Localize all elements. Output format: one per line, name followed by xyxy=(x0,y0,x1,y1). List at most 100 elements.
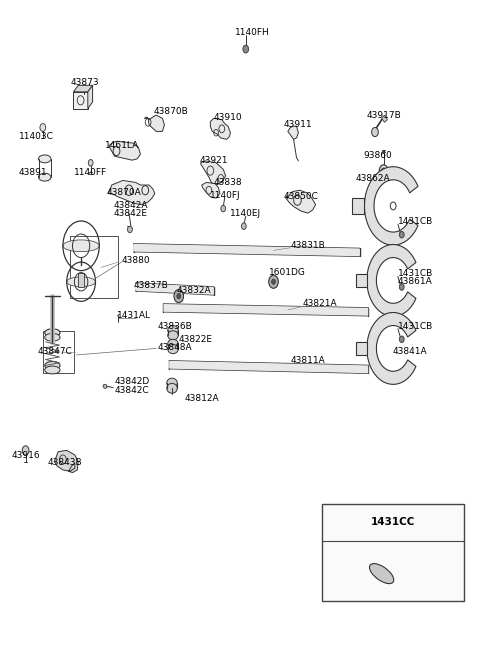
Polygon shape xyxy=(136,283,214,295)
Text: 43916: 43916 xyxy=(11,451,40,460)
Bar xyxy=(43,331,74,373)
Text: 1431CC: 1431CC xyxy=(371,517,415,527)
Text: 43911: 43911 xyxy=(283,121,312,130)
Ellipse shape xyxy=(103,384,107,388)
Ellipse shape xyxy=(168,326,178,335)
Text: 43870A: 43870A xyxy=(107,188,142,196)
Text: 43822E: 43822E xyxy=(179,335,213,344)
Text: 43842A: 43842A xyxy=(113,201,148,210)
Polygon shape xyxy=(356,274,367,287)
Circle shape xyxy=(174,290,183,303)
Polygon shape xyxy=(367,312,416,384)
Ellipse shape xyxy=(45,329,60,337)
Polygon shape xyxy=(109,141,141,160)
Text: 1140EJ: 1140EJ xyxy=(229,209,261,218)
Ellipse shape xyxy=(63,240,99,252)
Polygon shape xyxy=(134,244,360,256)
Bar xyxy=(78,272,84,287)
Text: 43870B: 43870B xyxy=(154,107,189,117)
Text: 43838: 43838 xyxy=(214,178,242,187)
Text: 43921: 43921 xyxy=(199,156,228,164)
Text: 93860: 93860 xyxy=(363,151,392,160)
Circle shape xyxy=(88,160,93,166)
Ellipse shape xyxy=(67,277,96,287)
Circle shape xyxy=(269,275,278,288)
Polygon shape xyxy=(54,451,78,473)
Ellipse shape xyxy=(168,339,178,348)
Text: 43811A: 43811A xyxy=(290,356,325,365)
Polygon shape xyxy=(88,85,93,109)
Ellipse shape xyxy=(38,155,51,163)
Text: 1431CB: 1431CB xyxy=(398,322,433,331)
Text: 43917B: 43917B xyxy=(367,111,402,121)
Polygon shape xyxy=(169,361,368,373)
Circle shape xyxy=(399,231,404,238)
Text: 43850C: 43850C xyxy=(284,193,319,201)
Text: 43842E: 43842E xyxy=(113,209,147,218)
Text: 43873: 43873 xyxy=(70,78,99,87)
Text: 43831B: 43831B xyxy=(290,240,325,250)
Text: 43861A: 43861A xyxy=(398,277,432,286)
Ellipse shape xyxy=(38,174,51,181)
Circle shape xyxy=(241,223,246,229)
Text: 1601DG: 1601DG xyxy=(269,268,306,277)
Text: 1431CB: 1431CB xyxy=(398,217,433,226)
Polygon shape xyxy=(286,190,316,213)
Circle shape xyxy=(272,279,276,284)
Bar xyxy=(73,92,88,109)
Text: 43891: 43891 xyxy=(19,168,48,177)
Polygon shape xyxy=(288,126,299,140)
Text: 43848A: 43848A xyxy=(157,343,192,352)
Polygon shape xyxy=(73,85,93,92)
Ellipse shape xyxy=(45,362,60,369)
Text: 1140FH: 1140FH xyxy=(235,28,270,37)
Circle shape xyxy=(40,124,46,132)
Circle shape xyxy=(22,446,29,455)
Circle shape xyxy=(128,226,132,233)
Polygon shape xyxy=(210,119,230,140)
Text: 43880: 43880 xyxy=(121,256,150,265)
Polygon shape xyxy=(202,182,220,198)
Ellipse shape xyxy=(167,383,177,393)
Polygon shape xyxy=(201,161,226,185)
Bar xyxy=(70,236,118,298)
Text: 11403C: 11403C xyxy=(19,132,54,141)
Ellipse shape xyxy=(168,331,178,340)
Polygon shape xyxy=(352,198,364,214)
Text: 43821A: 43821A xyxy=(302,299,337,309)
Ellipse shape xyxy=(45,333,60,341)
Text: 43842C: 43842C xyxy=(115,386,149,395)
Circle shape xyxy=(243,45,249,53)
Text: 43862A: 43862A xyxy=(356,174,390,183)
Text: 43910: 43910 xyxy=(214,113,242,122)
Circle shape xyxy=(177,293,180,299)
Polygon shape xyxy=(108,180,155,204)
Ellipse shape xyxy=(167,378,177,388)
Polygon shape xyxy=(144,115,164,132)
Text: 1461LA: 1461LA xyxy=(105,141,139,150)
Circle shape xyxy=(221,205,226,212)
Text: 1140FF: 1140FF xyxy=(74,168,107,177)
Polygon shape xyxy=(364,167,418,245)
Text: 43832A: 43832A xyxy=(177,286,212,295)
Polygon shape xyxy=(356,342,367,355)
Circle shape xyxy=(399,284,404,290)
Ellipse shape xyxy=(168,345,178,354)
Circle shape xyxy=(379,165,388,176)
Text: 43843B: 43843B xyxy=(48,458,82,466)
Text: 43847C: 43847C xyxy=(38,346,73,356)
Polygon shape xyxy=(163,304,368,316)
Text: 43812A: 43812A xyxy=(185,394,219,403)
Text: 43836B: 43836B xyxy=(157,322,192,331)
Circle shape xyxy=(399,336,404,343)
Ellipse shape xyxy=(370,563,394,584)
Text: 1431CB: 1431CB xyxy=(398,269,433,278)
Text: 43842D: 43842D xyxy=(115,377,150,386)
Text: 43837B: 43837B xyxy=(134,281,168,290)
Bar xyxy=(323,504,464,601)
Ellipse shape xyxy=(45,366,60,374)
Circle shape xyxy=(382,168,385,174)
Text: 1431AL: 1431AL xyxy=(117,311,151,320)
Polygon shape xyxy=(382,115,387,122)
Text: 43841A: 43841A xyxy=(392,346,427,356)
